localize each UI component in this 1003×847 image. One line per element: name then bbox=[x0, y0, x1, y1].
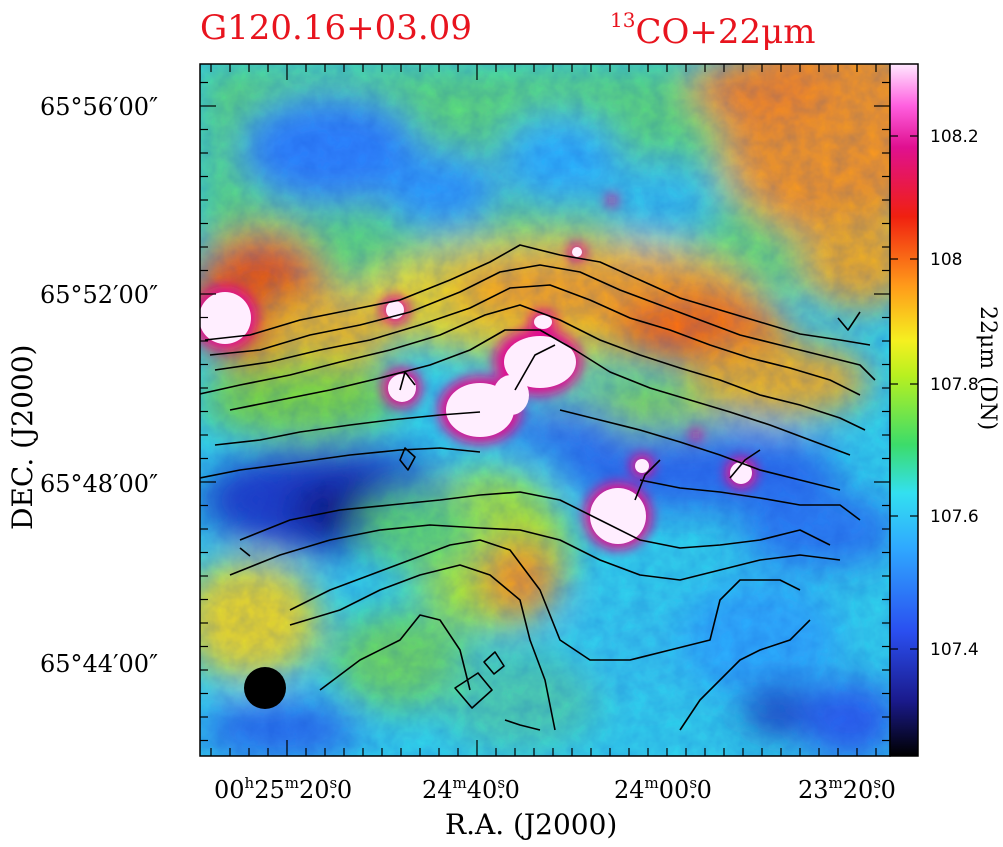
chart-subtitle: 13CO+22μm bbox=[610, 8, 816, 52]
ytick-label: 65°56′00″ bbox=[40, 93, 158, 121]
cb-tick-label: 107.6 bbox=[930, 507, 979, 527]
co-contours bbox=[200, 244, 876, 731]
cb-tick-label: 108.2 bbox=[930, 127, 979, 147]
ytick-label: 65°48′00″ bbox=[40, 470, 158, 498]
colorbar-label: 22μm (DN) bbox=[975, 306, 1000, 431]
cb-tick-label: 107.4 bbox=[930, 640, 979, 660]
colorbar bbox=[889, 63, 919, 757]
xtick-label: 24m40s.0 bbox=[422, 774, 520, 804]
heatmap-image bbox=[200, 64, 890, 756]
chart-title: G120.16+03.09 bbox=[200, 8, 472, 48]
xtick-label: 23m20s.0 bbox=[798, 774, 896, 804]
y-axis-label: DEC. (J2000) bbox=[6, 344, 39, 530]
ytick-label: 65°44′00″ bbox=[40, 650, 158, 678]
point-sources bbox=[200, 194, 757, 550]
x-tick-labels: 00h25m20s.0 24m40s.0 24m00s.0 23m20s.0 bbox=[214, 774, 896, 804]
cb-tick-label: 107.8 bbox=[930, 375, 979, 395]
xtick-label: 24m00s.0 bbox=[614, 774, 712, 804]
cb-tick-label: 108 bbox=[930, 250, 962, 270]
x-axis-label: R.A. (J2000) bbox=[445, 808, 618, 841]
ytick-label: 65°52′00″ bbox=[40, 281, 158, 309]
y-tick-labels: 65°56′00″ 65°52′00″ 65°48′00″ 65°44′00″ bbox=[40, 93, 158, 678]
xtick-label: 00h25m20s.0 bbox=[214, 774, 352, 804]
colorbar-tick-labels: 107.4 107.6 107.8 108 108.2 bbox=[930, 127, 979, 660]
beam-marker bbox=[244, 667, 286, 709]
